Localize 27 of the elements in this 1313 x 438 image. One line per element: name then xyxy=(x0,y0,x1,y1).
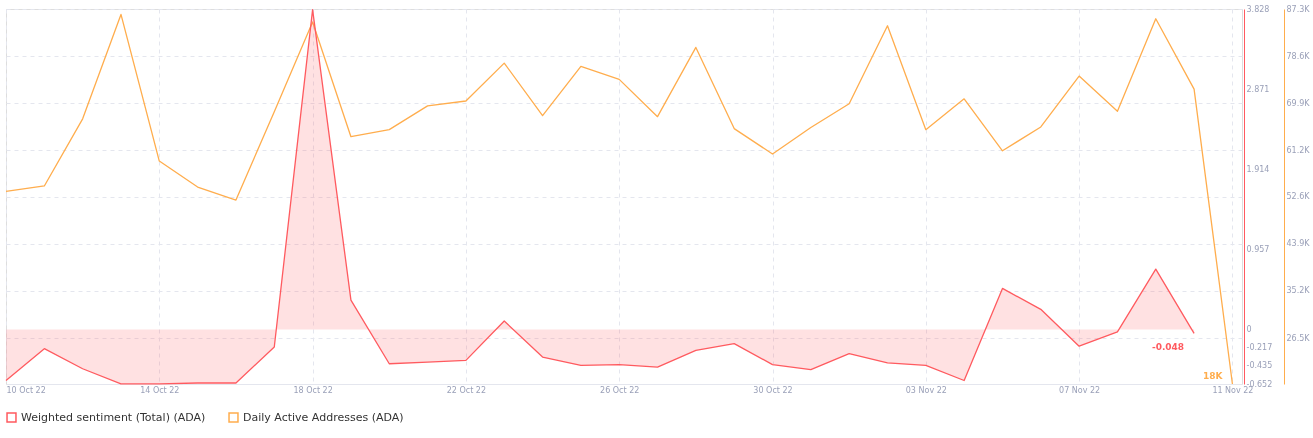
legend-label: Weighted sentiment (Total) (ADA) xyxy=(21,410,206,424)
x-tick-label: 30 Oct 22 xyxy=(753,385,793,395)
y-tick-label: 43.9K xyxy=(1286,239,1311,249)
y-tick-label: 87.3K xyxy=(1286,4,1311,14)
y-tick-label: 78.6K xyxy=(1286,51,1311,61)
y-tick-label: 26.5K xyxy=(1286,333,1311,343)
x-tick-label: 18 Oct 22 xyxy=(293,385,333,395)
y2-tick-label: 3.828 xyxy=(1246,4,1270,14)
data-label: -0.048 xyxy=(1151,342,1185,353)
x-tick-label: 14 Oct 22 xyxy=(140,385,180,395)
y-tick-label: 52.6K xyxy=(1286,192,1311,202)
y-tick-label: 35.2K xyxy=(1286,286,1311,296)
data-label: 18K xyxy=(1202,371,1224,381)
x-tick-label: 22 Oct 22 xyxy=(446,385,487,395)
y2-tick-label: 1.914 xyxy=(1246,164,1270,174)
x-tick-label: 03 Nov 22 xyxy=(905,385,947,395)
y-tick-label: 69.9K xyxy=(1286,98,1311,108)
x-tick-label: 26 Oct 22 xyxy=(600,385,640,395)
y2-tick-label: 2.871 xyxy=(1246,84,1270,94)
y2-tick-label: 0 xyxy=(1246,324,1252,334)
x-tick-label: 07 Nov 22 xyxy=(1059,385,1101,395)
y-tick-label: 61.2K xyxy=(1286,145,1311,155)
legend-label: Daily Active Addresses (ADA) xyxy=(243,410,404,424)
y2-tick-label: 0.957 xyxy=(1246,244,1270,254)
x-tick-label: 10 Oct 22 xyxy=(6,385,46,395)
y2-tick-label: -0.435 xyxy=(1246,361,1273,371)
y2-tick-label: -0.217 xyxy=(1246,343,1273,353)
